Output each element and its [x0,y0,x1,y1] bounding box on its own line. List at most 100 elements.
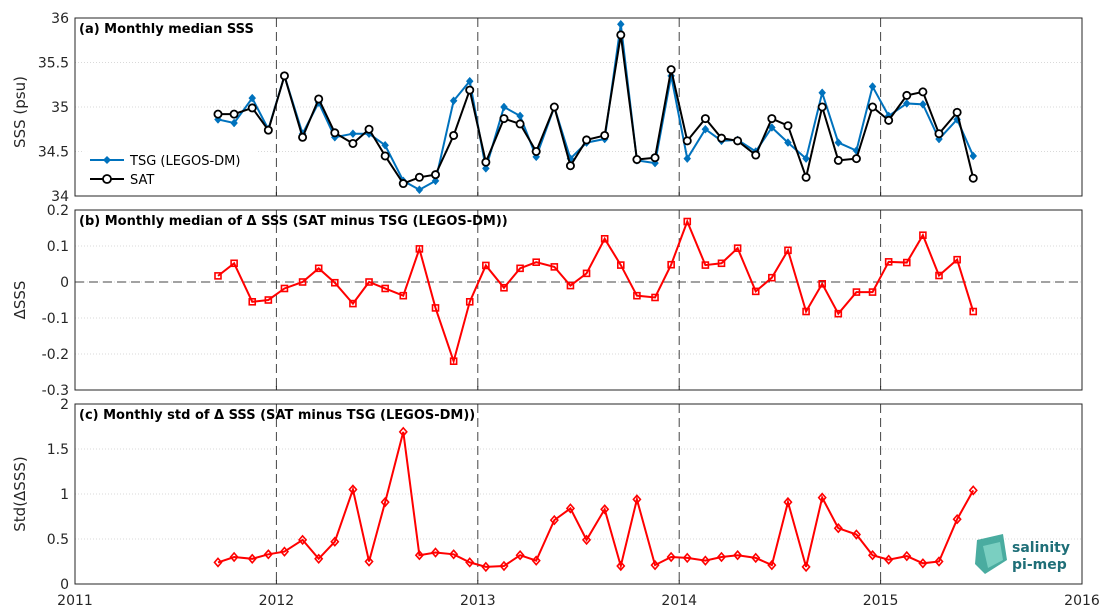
data-point [279,71,289,81]
panel-a-ylabel: SSS (psu) [11,76,29,148]
data-point [716,133,726,143]
data-point [868,82,877,91]
data-point [349,299,357,308]
data-point [381,284,389,293]
data-point [632,494,642,505]
data-point [348,138,358,148]
data-point [330,536,340,547]
data-point [767,559,777,571]
data-point [263,549,273,560]
legend-tsg-label: TSG (LEGOS-DM) [129,154,240,169]
data-point [550,263,559,271]
data-point [701,124,710,134]
data-point [398,426,408,438]
data-point [817,102,827,112]
data-point [500,283,508,292]
data-point [465,76,474,86]
y-tick-label: 0 [60,577,69,593]
panel-a-title: (a) Monthly median SSS [79,22,254,37]
data-point [751,150,761,160]
data-point [431,304,440,312]
data-point [616,560,626,572]
data-point [934,556,944,567]
legend-box [82,148,258,190]
data-point [214,272,222,280]
data-point [884,258,893,266]
x-tick-label: 2011 [57,593,93,609]
data-point [230,259,238,268]
data-point [802,307,810,316]
data-point [784,246,792,255]
data-point [650,153,660,163]
data-point [851,529,861,540]
legend: TSG (LEGOS-DM) SAT [82,148,258,190]
data-point [516,264,524,273]
y-tick-label: 35 [51,100,69,116]
data-point [600,130,610,140]
data-point [650,559,660,571]
data-point [902,258,911,267]
data-point [834,138,843,147]
data-point [616,30,626,40]
data-point [666,65,676,75]
panel-c-title: (c) Monthly std of Δ SSS (SAT minus TSG … [79,408,475,423]
data-point [398,179,408,189]
data-point [500,102,508,112]
data-point [902,550,912,562]
data-point [279,546,290,557]
data-point [515,119,525,129]
data-point [414,172,424,182]
data-point [431,170,441,180]
series-line [217,218,975,365]
data-point [565,161,575,171]
data-point [867,549,878,561]
data-point [751,287,760,296]
panel-c: (c) Monthly std of Δ SSS (SAT minus TSG … [79,408,475,423]
data-point [919,231,927,239]
data-point [330,128,340,138]
data-point [902,99,911,108]
x-tick-label: 2016 [1064,593,1100,609]
data-point [918,558,928,569]
data-point [499,560,509,572]
data-point [801,172,811,182]
y-tick-label: 34.5 [38,145,69,161]
data-point [364,556,374,567]
panel-c-ylabel: Std(ΔSSS) [11,456,29,531]
data-point [919,99,927,109]
y-tick-label: 34 [51,189,69,205]
y-tick-label: -0.1 [42,311,69,327]
data-point [566,281,575,290]
data-point [600,504,610,515]
data-point [482,164,490,173]
data-point [449,96,458,106]
panel-b: (b) Monthly median of Δ SSS (SAT minus T… [79,214,508,229]
data-point [952,513,962,525]
logo: salinity pi-mep [975,534,1070,574]
data-point [818,279,826,288]
y-tick-label: -0.3 [42,383,69,399]
data-point [229,109,239,119]
data-point [314,553,324,565]
data-point [465,297,474,306]
data-point [213,557,223,568]
data-point [934,129,944,139]
data-point [465,557,475,568]
data-point [532,258,541,267]
data-point [213,109,223,119]
legend-sat-label: SAT [130,173,154,188]
y-tick-label: 1.5 [47,442,69,458]
data-point [349,129,357,139]
data-point [852,288,861,296]
data-point [415,185,424,195]
axes-frame [74,209,1083,391]
data-point [280,284,289,293]
data-point [968,485,978,496]
data-point [968,173,978,183]
data-point [884,115,894,125]
data-point [834,309,843,318]
data-point [884,554,894,565]
x-tick-label: 2012 [259,593,295,609]
data-point [833,155,843,165]
x-tick-label: 2015 [863,593,899,609]
